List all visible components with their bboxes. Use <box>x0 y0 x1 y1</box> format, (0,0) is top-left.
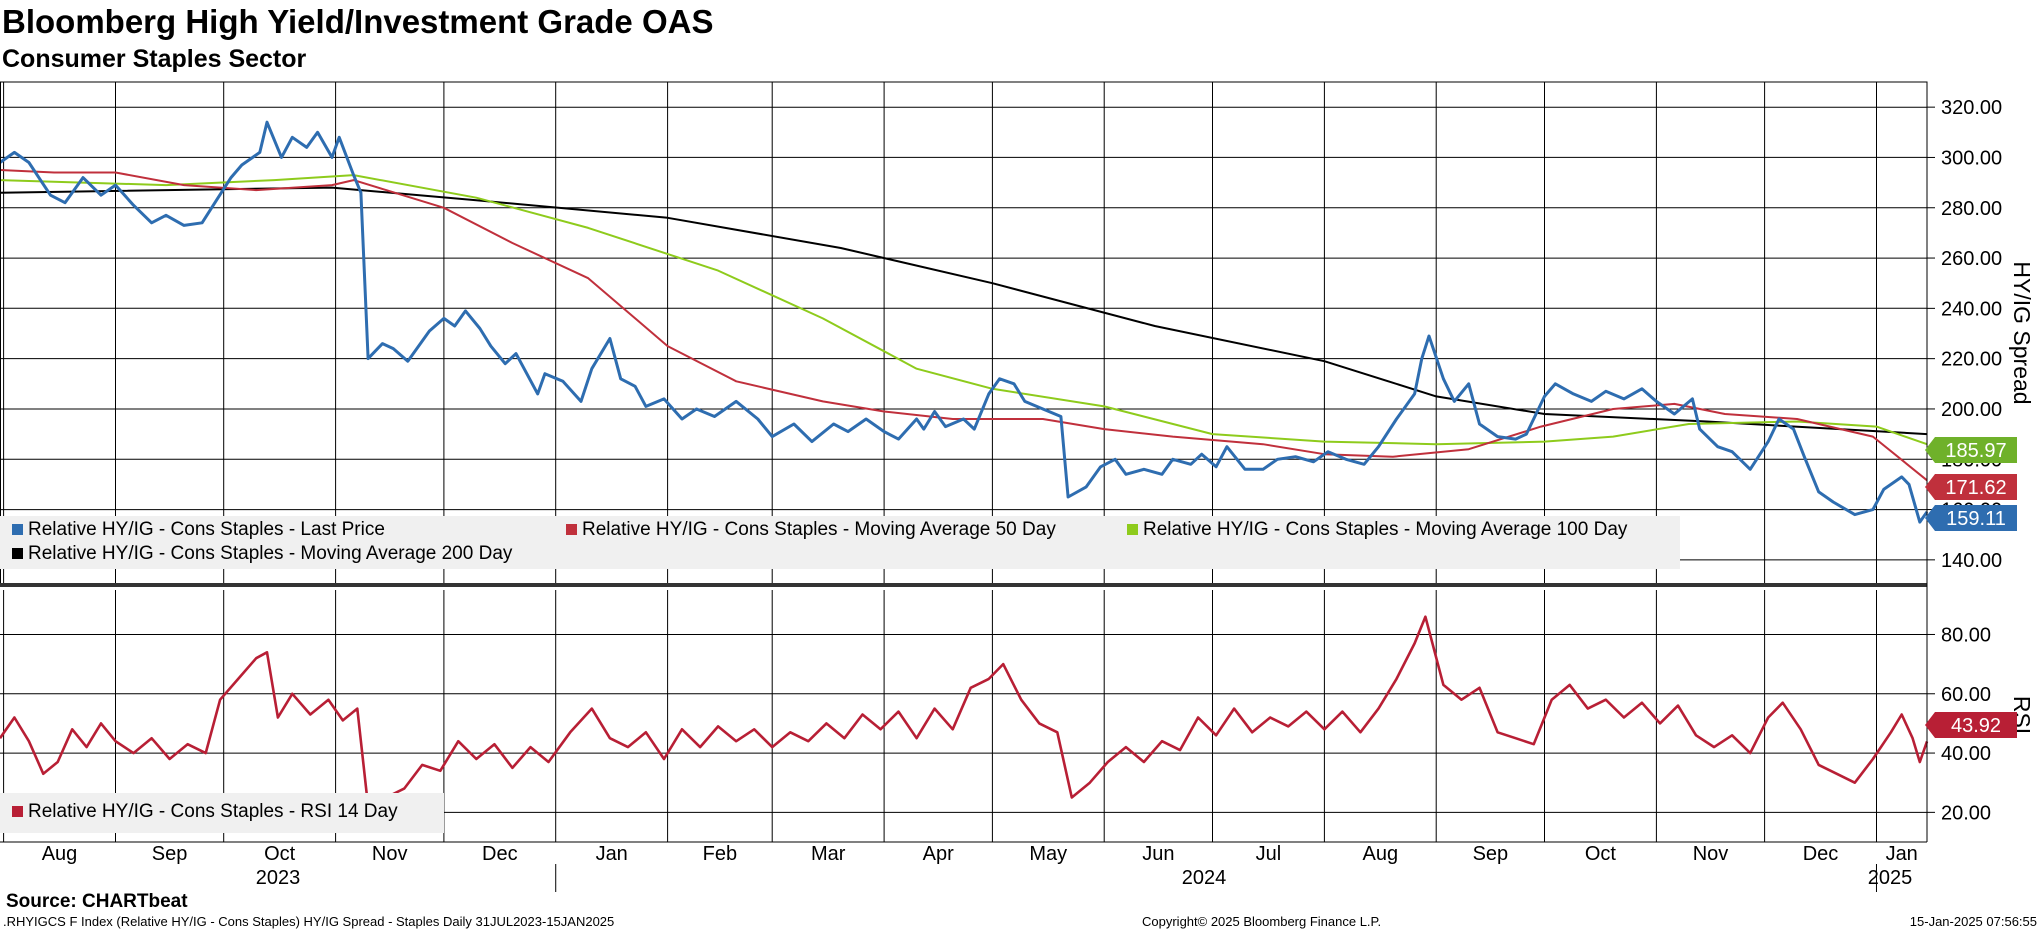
xtick-year-label: 2025 <box>1868 867 1913 889</box>
legend-box-rsi <box>0 793 444 833</box>
timestamp: 15-Jan-2025 07:56:55 <box>1909 914 2037 929</box>
xtick-month-label: Jan <box>1886 843 1918 865</box>
ytick-label-rsi: 80.00 <box>1941 624 1991 646</box>
series-line-top-2 <box>0 174 1928 446</box>
ytick-label-top: 200.00 <box>1941 399 2002 421</box>
last-value-tags: 185.97 171.62 159.11 43.92 <box>1925 437 2017 738</box>
series-line-top-1 <box>0 169 1928 482</box>
series-line-top-3 <box>0 186 1928 436</box>
chart-subtitle: Consumer Staples Sector <box>2 45 307 73</box>
ytick-label-top: 140.00 <box>1941 550 2002 572</box>
xtick-month-label: Oct <box>264 843 296 865</box>
legend-swatch-2 <box>1127 524 1138 535</box>
copyright-note: Copyright© 2025 Bloomberg Finance L.P. <box>1142 914 1382 929</box>
legend: Relative HY/IG - Cons Staples - Last Pri… <box>0 516 1680 833</box>
last-value-price-bg <box>1925 505 2017 531</box>
last-value-ma100: 185.97 <box>1945 440 2006 462</box>
xtick-month-label: Dec <box>482 843 518 865</box>
xtick-month-label: Mar <box>811 843 846 865</box>
xtick-month-label: Oct <box>1585 843 1617 865</box>
series-line-top-0 <box>0 120 1929 524</box>
xtick-month-label: Sep <box>152 843 188 865</box>
legend-label-1: Relative HY/IG - Cons Staples - Moving A… <box>582 519 1056 540</box>
last-value-price: 159.11 <box>1946 508 2006 530</box>
panel-frames <box>0 81 1928 843</box>
xtick-year-label: 2023 <box>256 867 301 889</box>
ytick-label-rsi: 60.00 <box>1941 684 1991 706</box>
ytick-label-top: 320.00 <box>1941 97 2002 119</box>
legend-label-rsi: Relative HY/IG - Cons Staples - RSI 14 D… <box>28 801 398 822</box>
legend-label-3: Relative HY/IG - Cons Staples - Moving A… <box>28 543 513 564</box>
ytick-label-top: 260.00 <box>1941 248 2002 270</box>
xtick-month-label: Sep <box>1473 843 1509 865</box>
xtick-month-label: Dec <box>1803 843 1839 865</box>
xtick-month-label: Feb <box>703 843 737 865</box>
axes: 140.00160.00180.00200.00220.00240.00260.… <box>42 97 2035 892</box>
ytick-label-rsi: 40.00 <box>1941 743 1991 765</box>
xtick-month-label: Aug <box>1363 843 1399 865</box>
xtick-month-label: Jul <box>1256 843 1282 865</box>
source-note: Source: CHARTbeat <box>6 891 188 912</box>
xtick-month-label: Aug <box>42 843 78 865</box>
series-line-rsi-0 <box>0 615 1929 808</box>
legend-box-top <box>0 516 1680 569</box>
last-value-ma100-bg <box>1925 437 2017 463</box>
ytick-label-top: 300.00 <box>1941 147 2002 169</box>
chart-title: Bloomberg High Yield/Investment Grade OA… <box>2 3 714 40</box>
last-value-rsi-bg <box>1925 712 2017 738</box>
xtick-month-label: Nov <box>1693 843 1729 865</box>
legend-swatch-1 <box>566 524 577 535</box>
last-value-ma50: 171.62 <box>1945 477 2006 499</box>
ytick-label-rsi: 20.00 <box>1941 802 1991 824</box>
legend-swatch-3 <box>12 548 23 559</box>
legend-swatch-0 <box>12 524 23 535</box>
xtick-month-label: Jan <box>596 843 628 865</box>
ytick-label-top: 280.00 <box>1941 198 2002 220</box>
ytick-label-top: 220.00 <box>1941 349 2002 371</box>
xtick-year-label: 2024 <box>1182 867 1227 889</box>
xtick-month-label: May <box>1029 843 1067 865</box>
xtick-month-label: Nov <box>372 843 408 865</box>
last-value-ma50-bg <box>1925 474 2017 500</box>
ytick-label-top: 240.00 <box>1941 298 2002 320</box>
series-lines <box>0 120 1929 808</box>
ticker-line: .RHYIGCS F Index (Relative HY/IG - Cons … <box>3 914 615 929</box>
last-value-rsi: 43.92 <box>1951 715 2001 737</box>
legend-label-0: Relative HY/IG - Cons Staples - Last Pri… <box>28 519 385 540</box>
y-axis-title-top: HY/IG Spread <box>2009 261 2035 404</box>
xtick-month-label: Jun <box>1142 843 1174 865</box>
legend-swatch-rsi <box>12 806 23 817</box>
panel-divider <box>0 583 1927 587</box>
gridlines <box>0 82 1927 842</box>
xtick-month-label: Apr <box>923 843 954 865</box>
legend-label-2: Relative HY/IG - Cons Staples - Moving A… <box>1143 519 1628 540</box>
